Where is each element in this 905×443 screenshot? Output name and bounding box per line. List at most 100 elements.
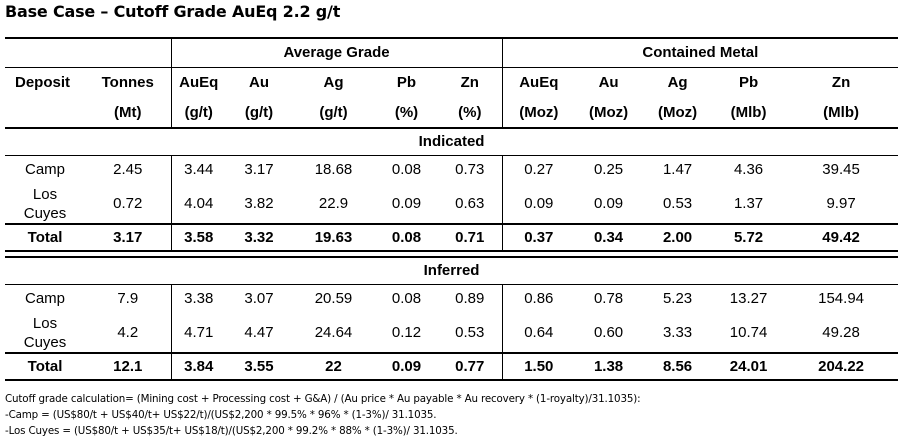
cell-pb-grade: 0.08: [391, 161, 422, 179]
section-title: Indicated: [5, 128, 899, 156]
cell-tonnes: 7.9: [117, 290, 139, 308]
cell-pb-metal: 13.27: [729, 290, 768, 308]
cell-tonnes: 12.1: [85, 352, 171, 381]
cell-zn-grade: 0.77: [438, 352, 503, 381]
footnotes: Cutoff grade calculation= (Mining cost +…: [5, 391, 641, 439]
total-row: Total 12.1 3.84 3.55 22 0.09 0.77 1.50 1…: [5, 352, 899, 381]
table-row: Los Cuyes 0.72 4.04 3.82 22.9 0.09 0.63 0…: [5, 184, 898, 224]
cell-ag-metal: 2.00: [642, 223, 714, 252]
unit-pb-grade: (%): [375, 98, 438, 129]
footnote-los-cuyes: -Los Cuyes = (US$80/t + US$35/t+ US$18/t…: [5, 425, 458, 437]
cell-aueq-grade: 3.58: [170, 223, 226, 252]
average-grade-header: Average Grade: [170, 37, 503, 67]
table-row: Camp 2.45 3.44 3.17 18.68 0.08 0.73 0.27…: [5, 155, 898, 184]
cell-pb-grade: 0.08: [375, 223, 438, 252]
table-row: Camp 7.9 3.38 3.07 20.59 0.08 0.89 0.86 …: [5, 284, 898, 313]
footnote-formula: Cutoff grade calculation= (Mining cost +…: [5, 393, 641, 405]
section-header-inferred: Inferred: [5, 256, 899, 285]
cell-pb-grade: 0.09: [375, 352, 438, 381]
unit-aueq-metal: (Moz): [501, 98, 576, 129]
col-pb-grade: Pb: [375, 66, 438, 98]
cell-au-metal: 0.25: [593, 161, 624, 179]
cell-zn-metal: 49.42: [784, 223, 899, 252]
cell-ag-metal: 1.47: [662, 161, 693, 179]
cell-ag-grade: 19.63: [292, 223, 375, 252]
unit-ag-metal: (Moz): [642, 98, 714, 129]
cell-au-grade: 3.07: [244, 290, 274, 308]
cell-aueq-metal: 0.27: [501, 155, 576, 184]
unit-tonnes: (Mt): [85, 98, 171, 129]
cell-ag-grade: 22.9: [318, 195, 349, 212]
cell-aueq-grade: 4.04: [170, 184, 226, 224]
col-au-metal: Au: [575, 66, 643, 98]
cell-zn-grade: 0.71: [438, 223, 503, 252]
cell-tonnes: 3.17: [85, 223, 171, 252]
cell-tonnes: 2.45: [113, 161, 143, 179]
table-title: Base Case – Cutoff Grade AuEq 2.2 g/t: [5, 2, 341, 21]
unit-zn-metal: (Mlb): [784, 98, 899, 129]
cell-zn-metal: 204.22: [784, 352, 899, 381]
group-header-row: Average Grade Contained Metal: [5, 37, 899, 67]
col-au-grade: Au: [226, 66, 292, 98]
cell-au-grade: 3.17: [244, 161, 274, 179]
cell-pb-grade: 0.08: [391, 290, 422, 308]
col-ag-metal: Ag: [642, 66, 714, 98]
cell-tonnes: 4.2: [117, 324, 139, 341]
cell-zn-grade: 0.73: [455, 161, 485, 179]
cell-aueq-metal: 1.50: [501, 352, 576, 381]
contained-metal-header: Contained Metal: [501, 37, 899, 67]
cell-zn-metal: 49.28: [822, 324, 860, 341]
footnote-camp: -Camp = (US$80/t + US$40/t+ US$22/t)/(US…: [5, 409, 437, 421]
cell-aueq-grade: 3.44: [170, 155, 226, 184]
cell-zn-metal: 9.97: [826, 195, 856, 212]
col-aueq-grade: AuEq: [170, 66, 226, 98]
cell-aueq-grade: 3.38: [170, 284, 226, 313]
cell-pb-metal: 10.74: [729, 324, 768, 341]
cell-ag-grade: 22: [292, 352, 375, 381]
col-aueq-metal: AuEq: [501, 66, 576, 98]
total-label: Total: [5, 352, 85, 381]
cell-pb-metal: 5.72: [713, 223, 785, 252]
total-row: Total 3.17 3.58 3.32 19.63 0.08 0.71 0.3…: [5, 223, 899, 252]
cell-au-metal: 0.09: [593, 195, 624, 212]
cell-ag-metal: 0.53: [662, 195, 693, 212]
deposit-name: Camp: [24, 161, 65, 179]
cell-ag-metal: 5.23: [662, 290, 693, 308]
unit-aueq-grade: (g/t): [170, 98, 226, 129]
unit-pb-metal: (Mlb): [713, 98, 785, 129]
cell-ag-grade: 20.59: [314, 290, 353, 308]
cell-pb-grade: 0.12: [391, 324, 422, 341]
cell-au-grade: 3.82: [244, 195, 274, 212]
cell-au-metal: 0.78: [593, 290, 624, 308]
cell-ag-metal: 3.33: [662, 324, 693, 341]
deposit-name: Camp: [24, 290, 65, 308]
cell-au-metal: 0.34: [575, 223, 643, 252]
unit-au-metal: (Moz): [575, 98, 643, 129]
col-ag-grade: Ag: [292, 66, 375, 98]
cell-zn-grade: 0.53: [455, 324, 485, 341]
resource-table: Average Grade Contained Metal Deposit To…: [5, 37, 899, 381]
cell-zn-metal: 39.45: [822, 161, 860, 179]
cell-pb-metal: 1.37: [733, 195, 764, 212]
deposit-name: Los Cuyes: [23, 185, 67, 222]
deposit-name: Los Cuyes: [23, 314, 67, 351]
cell-zn-grade: 0.89: [455, 290, 485, 308]
unit-au-grade: (g/t): [226, 98, 292, 129]
cell-ag-grade: 24.64: [314, 324, 353, 341]
unit-ag-grade: (g/t): [292, 98, 375, 129]
cell-au-grade: 3.55: [226, 352, 292, 381]
cell-tonnes: 0.72: [113, 195, 143, 212]
cell-aueq-metal: 0.09: [501, 184, 576, 224]
cell-au-metal: 1.38: [575, 352, 643, 381]
table-row: Los Cuyes 4.2 4.71 4.47 24.64 0.12 0.53 0…: [5, 313, 898, 353]
col-zn-grade: Zn: [438, 66, 503, 98]
cell-au-metal: 0.60: [593, 324, 624, 341]
cell-ag-grade: 18.68: [314, 161, 353, 179]
cell-au-grade: 3.32: [226, 223, 292, 252]
unit-zn-grade: (%): [438, 98, 503, 129]
col-deposit: Deposit: [5, 66, 85, 98]
cell-zn-metal: 154.94: [818, 290, 865, 308]
units-row: (Mt) (g/t) (g/t) (g/t) (%) (%) (Moz) (Mo…: [5, 98, 899, 129]
cell-aueq-metal: 0.64: [501, 313, 576, 353]
cell-aueq-grade: 3.84: [170, 352, 226, 381]
